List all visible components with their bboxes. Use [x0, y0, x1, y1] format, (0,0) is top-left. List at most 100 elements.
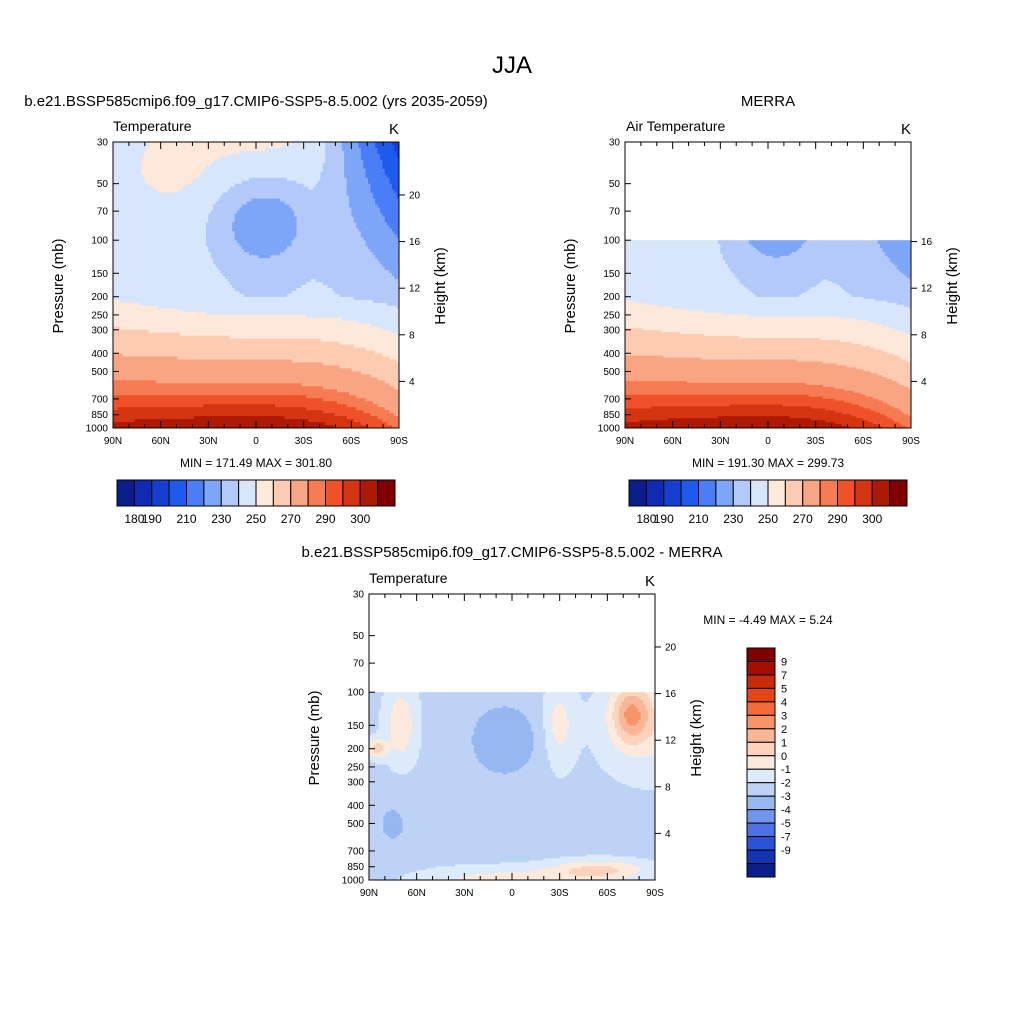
colorbar-swatch	[342, 479, 361, 507]
colorbar-label: -3	[781, 791, 791, 803]
y-tick-label: 70	[353, 659, 365, 670]
colorbar-label: -1	[781, 764, 791, 776]
contour-field	[369, 692, 655, 880]
colorbar-label: -2	[781, 778, 791, 790]
y-tick-label: 850	[347, 862, 364, 873]
y-tick-label: 500	[603, 367, 620, 378]
colorbar-swatch	[750, 479, 769, 507]
y-tick-label: 250	[603, 310, 620, 321]
x-tick-label: 30N	[711, 436, 729, 447]
y-tick-label: 1000	[598, 424, 621, 435]
plot-obs: 90N 60N 30N 0 30S 60S 90S 30 50 70 100 150 200 250 300…	[598, 138, 933, 448]
colorbar-label: 2	[781, 724, 787, 736]
x-tick-label: 60S	[342, 436, 360, 447]
y-tick-label: 200	[91, 292, 108, 303]
colorbar-label: 180	[636, 512, 656, 526]
panel-obs-y2label: Height (km)	[944, 247, 961, 325]
colorbar-label: 230	[723, 512, 743, 526]
y2-tick-label: 12	[409, 284, 421, 295]
x-tick-label: 90N	[104, 436, 122, 447]
colorbar-swatch	[698, 479, 717, 507]
colorbar-swatch	[238, 479, 257, 507]
colorbar-swatch	[746, 768, 776, 784]
figure-title: JJA	[492, 52, 532, 79]
colorbar-swatch	[272, 479, 292, 507]
x-tick-label: 0	[253, 436, 259, 447]
y-tick-label: 1000	[342, 876, 365, 887]
colorbar-swatch	[746, 822, 776, 838]
y-tick-label: 150	[603, 269, 620, 280]
colorbar-label: -5	[781, 818, 791, 830]
y2-tick-label: 8	[665, 782, 671, 793]
colorbar-label: 190	[142, 512, 162, 526]
y-tick-label: 700	[347, 846, 364, 857]
x-tick-label: 60N	[663, 436, 681, 447]
y-tick-label: 150	[347, 721, 364, 732]
y-tick-label: 850	[91, 410, 108, 421]
x-tick-label: 30S	[807, 436, 825, 447]
y2-tick-label: 20	[665, 642, 677, 653]
x-tick-label: 0	[509, 888, 515, 899]
colorbar-label: 300	[862, 512, 882, 526]
colorbar-swatch	[359, 479, 379, 507]
y-tick-label: 70	[97, 207, 109, 218]
colorbar-label: 230	[211, 512, 231, 526]
colorbar-swatch	[746, 701, 776, 716]
y2-tick-label: 8	[921, 330, 927, 341]
colorbar-label: 270	[281, 512, 301, 526]
colorbar-swatch	[290, 479, 309, 507]
y-tick-label: 700	[91, 394, 108, 405]
colorbar-label: 300	[350, 512, 370, 526]
x-tick-label: 0	[765, 436, 771, 447]
colorbar-diff: 9 75 43 21 0-1 -2-3 -4-5 -7-9	[746, 647, 791, 878]
colorbar-swatch	[680, 479, 699, 507]
colorbar-swatch	[203, 479, 222, 507]
x-tick-label: 90N	[616, 436, 634, 447]
colorbar-swatch	[325, 479, 344, 507]
colorbar-swatch	[746, 714, 776, 730]
panel-diff-stats: MIN = -4.49 MAX = 5.24	[703, 613, 833, 627]
panel-obs-units-label: K	[901, 121, 911, 138]
y-tick-label: 250	[347, 762, 364, 773]
x-tick-label: 60N	[151, 436, 169, 447]
panel-model-title: b.e21.BSSP585cmip6.f09_g17.CMIP6-SSP5-8.…	[24, 93, 488, 110]
colorbar-swatch	[819, 479, 838, 507]
colorbar-swatch	[746, 849, 776, 865]
colorbar-swatch	[377, 479, 396, 507]
x-tick-label: 90S	[902, 436, 920, 447]
panel-diff-units-label: K	[645, 573, 655, 590]
x-tick-label: 90N	[360, 888, 378, 899]
colorbar-label: 4	[781, 697, 787, 709]
y2-tick-label: 8	[409, 330, 415, 341]
panel-model-stats: MIN = 171.49 MAX = 301.80	[180, 456, 332, 470]
colorbar-swatch	[307, 479, 326, 507]
colorbar-swatch	[854, 479, 873, 507]
colorbar-swatch	[837, 479, 856, 507]
colorbar-label: 9	[781, 656, 787, 668]
colorbar-swatch	[746, 687, 776, 703]
contour-field	[113, 142, 399, 428]
plot-diff: 90N 60N 30N 0 30S 60S 90S 30 50 70 100 150 200 250 300…	[342, 590, 677, 900]
y2-tick-label: 12	[665, 736, 677, 747]
colorbar-swatch	[746, 647, 776, 662]
panel-diff-variable-label: Temperature	[369, 570, 448, 586]
colorbar-swatch	[116, 479, 135, 507]
panel-obs-variable-label: Air Temperature	[626, 118, 726, 134]
colorbar-swatch	[732, 479, 752, 507]
panel-obs: MERRA Air Temperature K 90N 60N 30N 0 30S 60S…	[562, 93, 961, 526]
colorbar-label: 250	[758, 512, 778, 526]
panel-diff: b.e21.BSSP585cmip6.f09_g17.CMIP6-SSP5-8.…	[301, 544, 833, 899]
colorbar-label: 190	[654, 512, 674, 526]
panel-obs-title: MERRA	[741, 93, 795, 110]
plot-model: 90N 60N 30N 0 30S 60S 90S 30 50 70 100 150 200 250 300…	[86, 138, 421, 448]
colorbar-swatch	[133, 479, 153, 507]
panel-model-ylabel: Pressure (mb)	[50, 238, 67, 333]
y-tick-label: 400	[603, 349, 620, 360]
y-tick-label: 200	[603, 292, 620, 303]
colorbar-label: 290	[315, 512, 335, 526]
contour-field	[625, 240, 911, 428]
x-tick-label: 60N	[407, 888, 425, 899]
panel-model-y2label: Height (km)	[432, 247, 449, 325]
y2-tick-label: 12	[921, 284, 933, 295]
